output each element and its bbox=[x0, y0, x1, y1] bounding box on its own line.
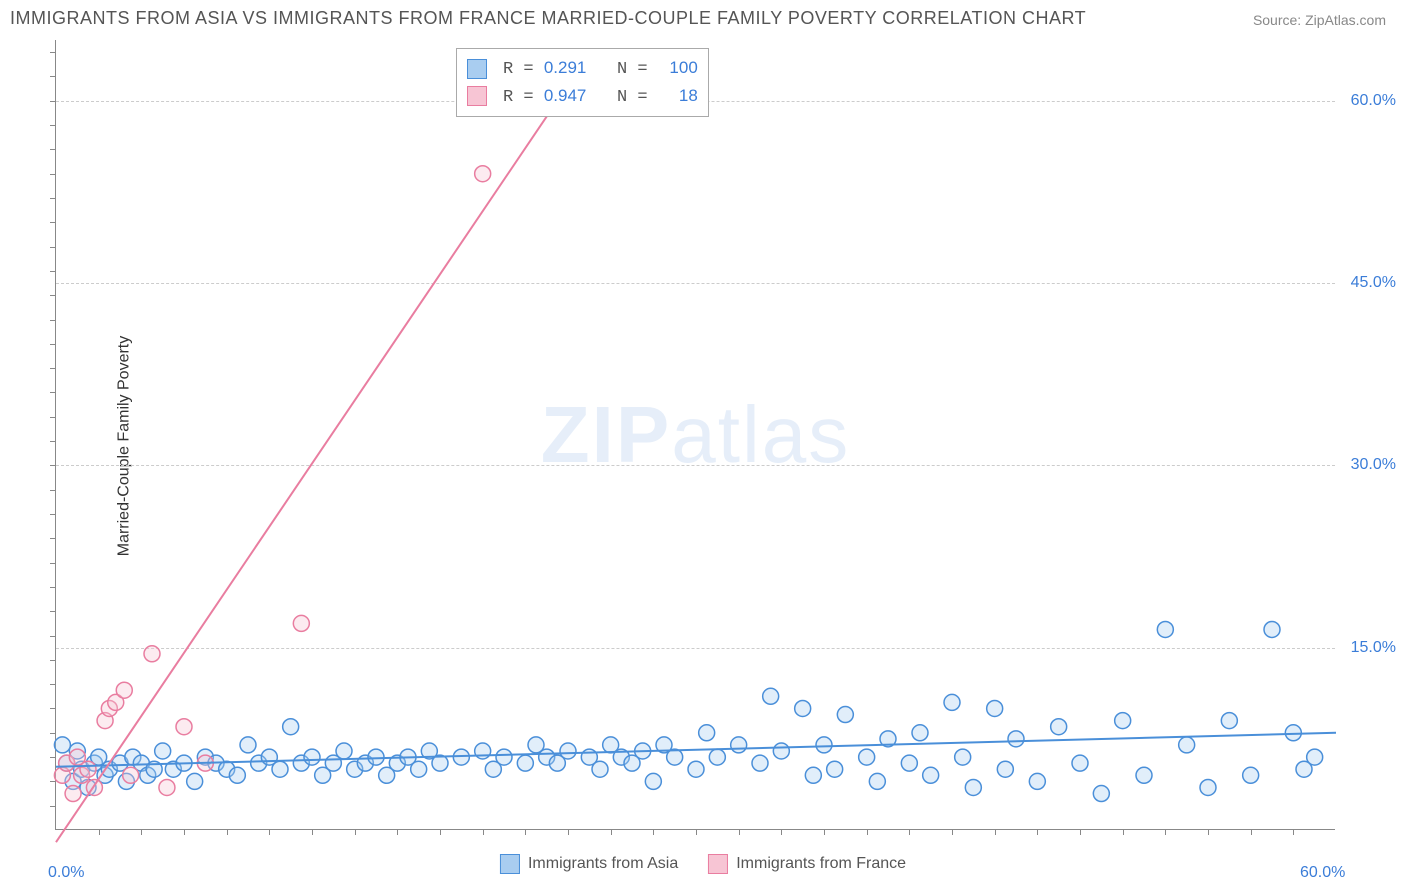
data-point bbox=[116, 682, 132, 698]
data-point bbox=[752, 755, 768, 771]
data-point bbox=[1157, 621, 1173, 637]
data-point bbox=[645, 773, 661, 789]
legend-text: R = 0.291 N = 100 bbox=[503, 55, 698, 83]
data-point bbox=[912, 725, 928, 741]
data-point bbox=[411, 761, 427, 777]
data-point bbox=[592, 761, 608, 777]
data-point bbox=[293, 615, 309, 631]
data-point bbox=[1029, 773, 1045, 789]
data-point bbox=[1221, 713, 1237, 729]
data-point bbox=[699, 725, 715, 741]
legend-swatch bbox=[467, 86, 487, 106]
data-point bbox=[475, 166, 491, 182]
data-point bbox=[901, 755, 917, 771]
data-point bbox=[560, 743, 576, 759]
data-point bbox=[80, 761, 96, 777]
source-label: Source: ZipAtlas.com bbox=[1253, 12, 1386, 28]
x-tick-label-max: 60.0% bbox=[1300, 864, 1345, 882]
data-point bbox=[816, 737, 832, 753]
chart-container: IMMIGRANTS FROM ASIA VS IMMIGRANTS FROM … bbox=[0, 0, 1406, 892]
y-tick-label: 15.0% bbox=[1351, 639, 1396, 657]
data-point bbox=[496, 749, 512, 765]
data-point bbox=[1008, 731, 1024, 747]
data-point bbox=[944, 694, 960, 710]
data-point bbox=[827, 761, 843, 777]
y-tick-label: 60.0% bbox=[1351, 92, 1396, 110]
data-point bbox=[155, 743, 171, 759]
data-point bbox=[1115, 713, 1131, 729]
data-point bbox=[1264, 621, 1280, 637]
data-point bbox=[709, 749, 725, 765]
data-point bbox=[795, 700, 811, 716]
data-point bbox=[997, 761, 1013, 777]
data-point bbox=[283, 719, 299, 735]
data-point bbox=[304, 749, 320, 765]
data-point bbox=[955, 749, 971, 765]
data-point bbox=[805, 767, 821, 783]
legend-label-france: Immigrants from France bbox=[736, 855, 906, 872]
data-point bbox=[1051, 719, 1067, 735]
data-point bbox=[54, 737, 70, 753]
data-point bbox=[923, 767, 939, 783]
data-point bbox=[763, 688, 779, 704]
data-point bbox=[65, 786, 81, 802]
data-point bbox=[773, 743, 789, 759]
data-point bbox=[1136, 767, 1152, 783]
y-tick-label: 30.0% bbox=[1351, 456, 1396, 474]
legend-swatch-asia bbox=[500, 854, 520, 874]
data-point bbox=[159, 779, 175, 795]
data-point bbox=[272, 761, 288, 777]
data-point bbox=[1307, 749, 1323, 765]
data-point bbox=[1093, 786, 1109, 802]
legend-label-asia: Immigrants from Asia bbox=[528, 855, 678, 872]
data-point bbox=[1072, 755, 1088, 771]
data-point bbox=[869, 773, 885, 789]
data-point bbox=[144, 646, 160, 662]
legend-text: R = 0.947 N = 18 bbox=[503, 83, 698, 111]
bottom-legend: Immigrants from Asia Immigrants from Fra… bbox=[500, 854, 906, 874]
legend-item-france: Immigrants from France bbox=[708, 854, 906, 874]
data-point bbox=[336, 743, 352, 759]
chart-title: IMMIGRANTS FROM ASIA VS IMMIGRANTS FROM … bbox=[10, 8, 1086, 29]
legend-swatch-france bbox=[708, 854, 728, 874]
data-point bbox=[965, 779, 981, 795]
plot-area: ZIPatlas R = 0.291 N = 100R = 0.947 N = … bbox=[55, 40, 1335, 830]
y-tick-label: 45.0% bbox=[1351, 274, 1396, 292]
data-point bbox=[731, 737, 747, 753]
legend-item-asia: Immigrants from Asia bbox=[500, 854, 678, 874]
data-point bbox=[368, 749, 384, 765]
data-point bbox=[859, 749, 875, 765]
correlation-legend-box: R = 0.291 N = 100R = 0.947 N = 18 bbox=[456, 48, 709, 117]
data-point bbox=[837, 707, 853, 723]
trend-line bbox=[56, 101, 557, 842]
x-tick-label-min: 0.0% bbox=[48, 864, 84, 882]
data-point bbox=[1243, 767, 1259, 783]
data-point bbox=[987, 700, 1003, 716]
data-point bbox=[1200, 779, 1216, 795]
legend-row: R = 0.947 N = 18 bbox=[467, 83, 698, 111]
data-point bbox=[229, 767, 245, 783]
data-point bbox=[123, 767, 139, 783]
data-point bbox=[176, 719, 192, 735]
data-point bbox=[187, 773, 203, 789]
data-point bbox=[517, 755, 533, 771]
data-point bbox=[1179, 737, 1195, 753]
legend-row: R = 0.291 N = 100 bbox=[467, 55, 698, 83]
data-point bbox=[688, 761, 704, 777]
legend-swatch bbox=[467, 59, 487, 79]
data-point bbox=[240, 737, 256, 753]
scatter-plot-svg bbox=[56, 40, 1335, 829]
